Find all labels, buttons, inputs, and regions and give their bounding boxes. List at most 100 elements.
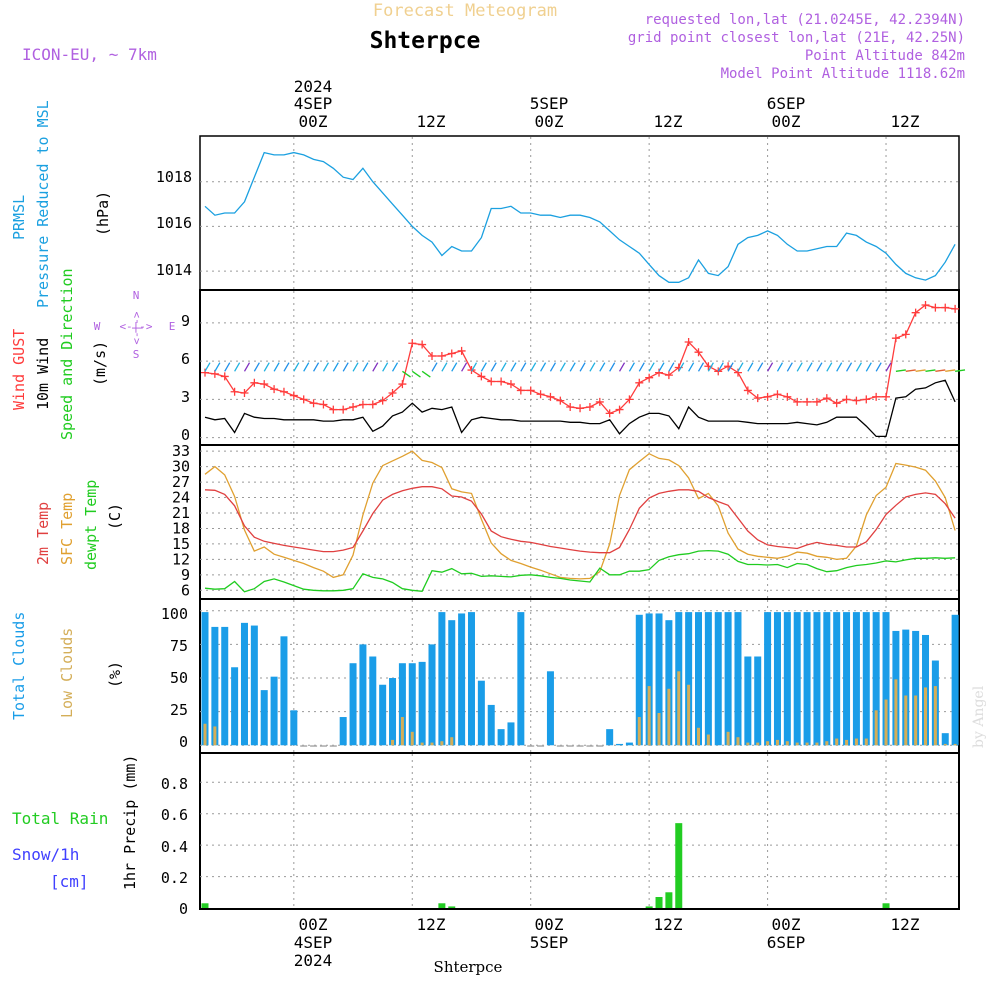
compass-s: S xyxy=(133,348,140,361)
compass-rose: N S W E <-|-> <-|-> xyxy=(94,289,176,361)
wind-direction-arrow xyxy=(747,362,754,372)
gust-marker xyxy=(891,334,900,343)
wind-direction-arrow xyxy=(707,362,714,372)
bottom-hour-label: 12Z xyxy=(417,915,446,934)
wind-direction-arrow xyxy=(955,369,966,372)
wind-direction-arrow xyxy=(618,362,626,372)
low-clouds-bar xyxy=(637,717,641,746)
precip-unit: 1hr Precip (mm) xyxy=(121,755,139,890)
low-clouds-bar xyxy=(450,737,454,746)
total-clouds-bar xyxy=(606,729,614,746)
low-clouds-bar xyxy=(736,737,740,746)
wind-direction-arrow xyxy=(569,362,576,372)
total-clouds-bar xyxy=(566,745,574,747)
wind-direction-arrow xyxy=(628,362,635,372)
low-clouds-bar xyxy=(667,688,671,746)
wind-direction-arrow xyxy=(500,362,507,372)
y-tick-label: 0.2 xyxy=(161,869,188,887)
wind-direction-arrow xyxy=(303,362,310,372)
wind-direction-arrow xyxy=(925,369,936,372)
gust-marker xyxy=(941,303,950,312)
low-clouds-bar xyxy=(726,731,730,746)
wind-direction-arrow xyxy=(875,362,882,372)
precip-panel-frame xyxy=(199,752,960,910)
gust-marker xyxy=(289,391,298,400)
wind-direction-arrow xyxy=(845,362,853,372)
total-clouds-bar xyxy=(744,656,752,746)
gust-marker xyxy=(506,380,515,389)
total-clouds-bar xyxy=(556,745,564,747)
bottom-date-label: 4SEP xyxy=(294,933,333,952)
total-clouds-bar xyxy=(823,612,831,746)
total-clouds-bar xyxy=(537,745,545,747)
total-clouds-bar xyxy=(290,710,298,746)
gust-marker xyxy=(803,397,812,406)
rain-bar xyxy=(882,903,890,908)
rain-bar xyxy=(645,906,653,908)
total-clouds-bar xyxy=(467,612,475,746)
wind-direction-arrow xyxy=(234,362,241,372)
gust-marker xyxy=(556,396,565,405)
total-clouds-bar xyxy=(754,656,762,746)
gust-marker xyxy=(447,349,456,358)
total-clouds-bar xyxy=(645,613,653,746)
wind-direction-arrow xyxy=(559,362,566,372)
wind-direction-arrow xyxy=(411,370,421,378)
wind-direction-arrow xyxy=(322,362,330,372)
wind-direction-arrow xyxy=(451,362,458,372)
low-clouds-bar xyxy=(657,712,661,746)
total-clouds-bar xyxy=(852,612,860,746)
wind-direction-arrow xyxy=(402,370,411,378)
gust-marker xyxy=(585,403,594,412)
gust-marker xyxy=(260,380,269,389)
plot-layer xyxy=(201,151,966,908)
compass-w: W xyxy=(94,320,101,333)
wind-direction-arrow xyxy=(520,362,527,372)
wind-direction-arrow xyxy=(697,362,705,372)
y-tick-label: 9 xyxy=(181,566,190,584)
top-year-label: 2024 xyxy=(294,77,333,96)
low-clouds-bar xyxy=(845,739,849,746)
clouds-unit: (%) xyxy=(106,661,124,688)
total-clouds-bar xyxy=(843,612,851,746)
temp-dewpt-label: dewpt Temp xyxy=(82,480,100,570)
wind-direction-arrow xyxy=(905,369,916,372)
low-clouds-bar xyxy=(884,699,888,746)
total-clouds-bar xyxy=(783,612,791,746)
temp-sfc-label: SFC Temp xyxy=(58,493,76,565)
gust-marker xyxy=(822,394,831,403)
total-clouds-bar xyxy=(872,612,880,746)
low-clouds-bar xyxy=(746,742,750,746)
low-clouds-bar xyxy=(835,738,839,746)
rain-bar xyxy=(201,903,209,908)
total-clouds-bar xyxy=(635,614,643,746)
low-clouds-bar xyxy=(924,687,928,746)
wind-direction-arrow xyxy=(727,362,734,372)
gust-marker xyxy=(743,386,752,395)
wind-direction-arrow xyxy=(865,362,872,372)
total-clouds-bar xyxy=(793,612,801,746)
gust-marker xyxy=(546,392,555,401)
low-clouds-bar xyxy=(805,742,809,746)
gust-marker xyxy=(309,399,318,408)
total-clouds-bar xyxy=(665,620,673,746)
y-tick-label: 0 xyxy=(181,426,190,444)
low-clouds-bar xyxy=(400,717,404,746)
total-clouds-bar xyxy=(369,656,377,746)
wind-direction-arrow xyxy=(263,362,270,372)
gust-marker xyxy=(645,373,654,382)
gust-marker xyxy=(457,346,466,355)
pressure-y-ticks: 1014 1016 1018 xyxy=(156,168,192,279)
gust-marker xyxy=(951,304,960,313)
total-clouds-bar xyxy=(655,613,663,746)
total-clouds-bar xyxy=(231,667,239,746)
gust-marker xyxy=(901,330,910,339)
low-clouds-bar xyxy=(795,742,799,746)
compass-we: <-|-> xyxy=(119,320,152,333)
wind-unit: (m/s) xyxy=(91,341,109,386)
gust-marker xyxy=(812,397,821,406)
location-title: Shterpce xyxy=(370,28,481,54)
wind-direction-arrow xyxy=(470,362,478,372)
wind-direction-arrow xyxy=(352,362,359,372)
